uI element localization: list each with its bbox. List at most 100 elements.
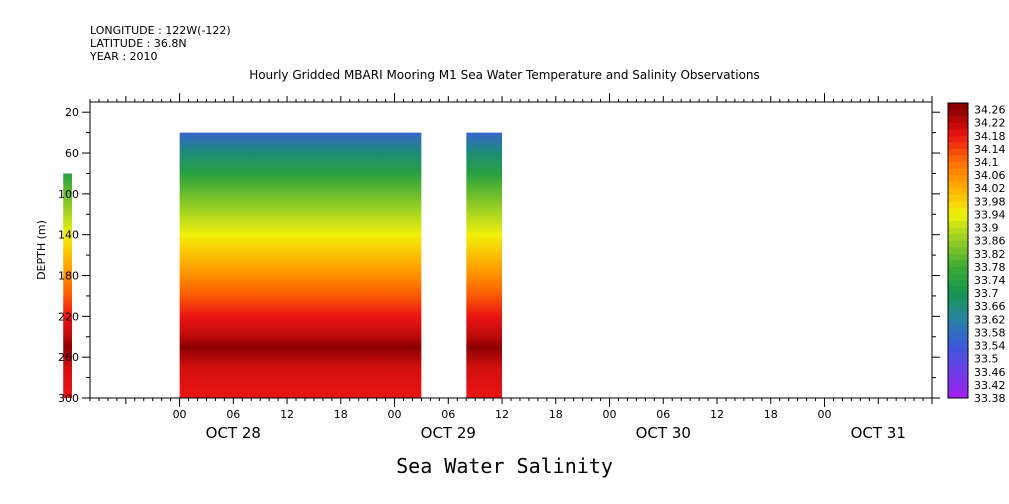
- x-tick-label: 18: [764, 408, 778, 421]
- y-tick-label: 60: [65, 147, 79, 160]
- colorbar-cell: [948, 194, 968, 202]
- colorbar-cell: [948, 188, 968, 196]
- colorbar-cell: [948, 129, 968, 137]
- y-tick-label: 300: [58, 392, 79, 405]
- colorbar-cell: [948, 273, 968, 281]
- colorbar-label: 33.98: [974, 195, 1006, 208]
- colorbar-label: 33.94: [974, 208, 1006, 221]
- colorbar-label: 33.66: [974, 300, 1006, 313]
- x-tick-label: 00: [388, 408, 402, 421]
- colorbar-cell: [948, 260, 968, 268]
- colorbar-cell: [948, 162, 968, 169]
- longitude-label: LONGITUDE : 122W(-122): [90, 24, 231, 37]
- colorbar-label: 34.22: [974, 117, 1006, 130]
- x-day-label: OCT 31: [851, 424, 906, 442]
- colorbar-cell: [948, 391, 968, 399]
- colorbar-cell: [948, 312, 968, 320]
- colorbar-cell: [948, 384, 968, 392]
- colorbar-label: 33.78: [974, 261, 1006, 274]
- colorbar-cell: [948, 155, 968, 163]
- colorbar-cell: [948, 227, 968, 235]
- colorbar-label: 34.06: [974, 169, 1006, 182]
- colorbar-cell: [948, 280, 968, 287]
- x-day-label: OCT 29: [421, 424, 476, 442]
- colorbar-label: 33.7: [974, 287, 999, 300]
- x-tick-label: 06: [226, 408, 240, 421]
- x-tick-label: 12: [710, 408, 724, 421]
- colorbar-cell: [948, 253, 968, 261]
- x-tick-label: 00: [818, 408, 832, 421]
- x-tick-label: 00: [603, 408, 617, 421]
- colorbar-cell: [948, 135, 968, 143]
- latitude-label: LATITUDE : 36.8N: [90, 37, 187, 50]
- colorbar-cell: [948, 103, 968, 110]
- colorbar-label: 34.14: [974, 143, 1006, 156]
- colorbar-label: 33.54: [974, 340, 1006, 353]
- colorbar-label: 34.02: [974, 182, 1006, 195]
- data-block: [466, 132, 503, 398]
- colorbar-cell: [948, 306, 968, 314]
- colorbar-label: 33.86: [974, 235, 1006, 248]
- y-tick-label: 260: [58, 351, 79, 364]
- y-tick-label: 180: [58, 270, 79, 283]
- colorbar-cell: [948, 325, 968, 333]
- x-day-label: OCT 28: [206, 424, 261, 442]
- x-day-label: OCT 30: [636, 424, 691, 442]
- colorbar-cell: [948, 332, 968, 340]
- y-tick-label: 20: [65, 106, 79, 119]
- colorbar-label: 33.9: [974, 222, 999, 235]
- colorbar-border: [947, 102, 969, 399]
- colorbar-cell: [948, 207, 968, 215]
- colorbar-cell: [948, 201, 968, 209]
- colorbar-cell: [948, 240, 968, 248]
- x-tick-label: 06: [656, 408, 670, 421]
- x-tick-label: 12: [280, 408, 294, 421]
- x-axis: 00 06 12 18 00 06 12 18 00 06 12 18 00 OCT 28 OCT 29 OC…: [89, 93, 933, 442]
- colorbar-cell: [948, 247, 968, 255]
- data-block: [63, 173, 73, 398]
- colorbar-label: 34.26: [974, 104, 1006, 117]
- colorbar-cell: [948, 378, 968, 386]
- colorbar-cell: [948, 299, 968, 307]
- colorbar-label: 33.74: [974, 274, 1006, 287]
- colorbar-cell: [948, 168, 968, 176]
- x-tick-label: 00: [173, 408, 187, 421]
- colorbar-label: 33.82: [974, 248, 1006, 261]
- colorbar-label: 34.18: [974, 130, 1006, 143]
- y-axis: 20 60 100 140 180 220 260 300: [58, 106, 940, 405]
- colorbar-label: 33.5: [974, 353, 999, 366]
- data-blocks: [63, 132, 503, 398]
- colorbar-label: 33.38: [974, 392, 1006, 405]
- y-tick-label: 100: [58, 188, 79, 201]
- x-tick-label: 18: [334, 408, 348, 421]
- x-tick-label: 12: [495, 408, 509, 421]
- colorbar-cell: [948, 358, 968, 366]
- colorbar-cell: [948, 365, 968, 373]
- colorbar-label: 34.1: [974, 156, 999, 169]
- y-tick-label: 220: [58, 310, 79, 323]
- colorbar-cell: [948, 286, 968, 294]
- colorbar: 34.2634.2234.1834.1434.134.0634.0233.983…: [947, 102, 1006, 405]
- colorbar-label: 33.62: [974, 313, 1006, 326]
- colorbar-label: 33.46: [974, 366, 1006, 379]
- colorbar-cell: [948, 175, 968, 183]
- y-axis-label: DEPTH (m): [35, 220, 48, 280]
- colorbar-cell: [948, 122, 968, 130]
- year-label: YEAR : 2010: [90, 50, 158, 63]
- colorbar-label: 33.42: [974, 379, 1006, 392]
- colorbar-cell: [948, 319, 968, 327]
- colorbar-cell: [948, 371, 968, 379]
- x-tick-label: 06: [441, 408, 455, 421]
- x-axis-label: Sea Water Salinity: [396, 454, 613, 478]
- colorbar-cell: [948, 352, 968, 360]
- data-block: [179, 132, 422, 398]
- chart-title: Hourly Gridded MBARI Mooring M1 Sea Wate…: [249, 68, 760, 82]
- y-tick-label: 140: [58, 229, 79, 242]
- colorbar-cell: [948, 234, 968, 242]
- colorbar-cell: [948, 148, 968, 156]
- colorbar-cell: [948, 293, 968, 301]
- colorbar-cell: [948, 221, 968, 228]
- colorbar-cell: [948, 266, 968, 274]
- colorbar-cell: [948, 109, 968, 117]
